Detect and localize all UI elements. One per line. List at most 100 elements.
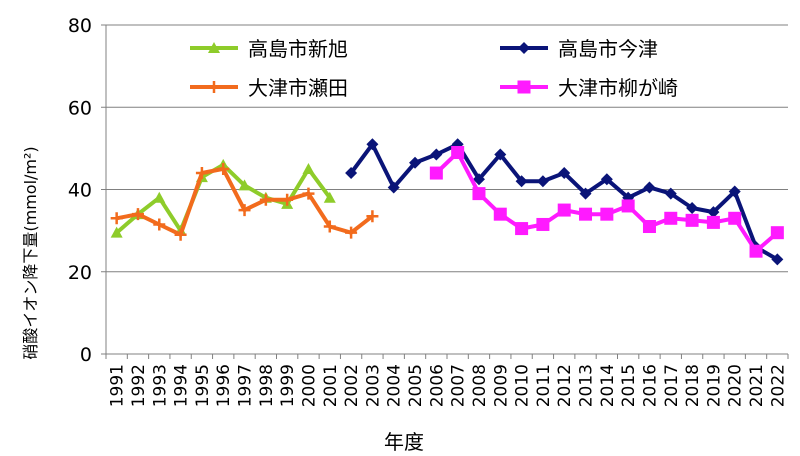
- data-point: [493, 207, 507, 221]
- data-point: [195, 167, 208, 180]
- legend-label: 大津市瀬田: [248, 76, 348, 100]
- data-point: [174, 228, 187, 241]
- data-point: [685, 213, 699, 227]
- data-point: [281, 193, 294, 206]
- data-point: [579, 207, 593, 221]
- data-point: [110, 212, 123, 225]
- x-tick-label: 2008: [470, 364, 490, 407]
- x-tick-label: 1998: [257, 364, 277, 407]
- x-tick-label: 2010: [513, 364, 533, 407]
- legend-item: 大津市柳が崎: [500, 76, 678, 100]
- axes: [101, 24, 789, 359]
- data-point: [518, 42, 530, 54]
- y-axis-label: 硝酸イオン降下量(mmol/m²): [21, 146, 40, 359]
- x-tick-label: 2016: [640, 364, 660, 407]
- data-point: [536, 175, 549, 188]
- x-tick-label: 1997: [236, 364, 256, 407]
- data-point: [749, 244, 763, 258]
- x-axis-label: 年度: [384, 430, 424, 454]
- x-tick-label: 2000: [299, 364, 319, 407]
- data-point: [345, 167, 358, 180]
- x-tick-label: 2020: [726, 364, 746, 407]
- x-tick-label: 2002: [342, 364, 362, 407]
- x-tick-label: 2001: [321, 364, 341, 407]
- legend-label: 大津市柳が崎: [558, 76, 678, 100]
- data-point: [706, 215, 720, 229]
- x-tick-label: 1993: [150, 364, 170, 407]
- data-point: [366, 210, 379, 223]
- x-tick-label: 2006: [427, 364, 447, 407]
- data-point: [707, 206, 720, 219]
- legend-label: 高島市新旭: [248, 37, 348, 61]
- x-tick-label: 2017: [662, 364, 682, 407]
- x-tick-label: 1996: [214, 364, 234, 407]
- legend-label: 高島市今津: [558, 37, 658, 61]
- y-tick-label: 60: [68, 97, 92, 119]
- y-tick-label: 40: [68, 180, 92, 202]
- y-tick-label: 20: [68, 262, 92, 284]
- data-point: [600, 173, 613, 186]
- data-point: [771, 253, 784, 266]
- y-tick-label: 0: [80, 344, 92, 366]
- x-tick-label: 2009: [491, 364, 511, 407]
- x-tick-label: 2007: [449, 364, 469, 407]
- data-point: [517, 80, 531, 94]
- data-point: [429, 166, 443, 180]
- data-point: [451, 145, 465, 159]
- data-point: [131, 208, 144, 221]
- data-point: [366, 138, 379, 151]
- y-tick-labels: 0 20 40 60 80: [68, 15, 92, 366]
- data-point: [430, 148, 443, 161]
- legend-item: 高島市今津: [500, 37, 658, 61]
- data-point: [643, 181, 656, 194]
- data-point: [302, 187, 315, 200]
- data-point: [664, 187, 677, 200]
- data-point: [323, 220, 336, 233]
- data-point: [770, 226, 784, 240]
- x-tick-label: 1992: [129, 364, 149, 407]
- x-tick-label: 2022: [768, 364, 788, 407]
- data-point: [728, 211, 742, 225]
- series-4: [429, 145, 784, 258]
- data-point: [536, 217, 550, 231]
- data-point: [600, 207, 614, 221]
- x-tick-label: 2011: [534, 364, 554, 407]
- data-point: [728, 185, 741, 198]
- data-point: [238, 204, 251, 217]
- x-tick-label: 2019: [704, 364, 724, 407]
- data-point: [387, 181, 400, 194]
- x-tick-label: 1999: [278, 364, 298, 407]
- data-point: [208, 42, 220, 53]
- x-tick-label: 2018: [683, 364, 703, 407]
- data-point: [664, 211, 678, 225]
- data-point: [345, 226, 358, 239]
- x-tick-labels: 1991 1992 1993 1994 1995 1996 1997 1998 1999 2000…: [108, 364, 789, 407]
- legend-item: 大津市瀬田: [190, 76, 348, 100]
- data-point: [323, 191, 336, 203]
- data-point: [238, 179, 251, 191]
- data-point: [153, 191, 166, 203]
- x-tick-label: 1995: [193, 364, 213, 407]
- series-lines: [110, 138, 784, 266]
- data-point: [642, 220, 656, 234]
- x-tick-label: 2003: [363, 364, 383, 407]
- data-point: [558, 167, 571, 180]
- data-point: [259, 193, 272, 206]
- data-point: [621, 199, 635, 213]
- legend-item: 高島市新旭: [190, 37, 348, 61]
- x-tick-label: 1994: [172, 364, 192, 407]
- x-tick-label: 2004: [385, 364, 405, 407]
- data-point: [409, 156, 422, 169]
- data-point: [208, 81, 220, 93]
- x-tick-label: 2015: [619, 364, 639, 407]
- data-point: [153, 218, 166, 231]
- data-point: [557, 203, 571, 217]
- data-point: [579, 187, 592, 200]
- x-tick-label: 1991: [108, 364, 128, 407]
- gridlines: [106, 24, 788, 273]
- series-2: [110, 162, 379, 241]
- x-tick-label: 2012: [555, 364, 575, 407]
- data-point: [110, 226, 123, 238]
